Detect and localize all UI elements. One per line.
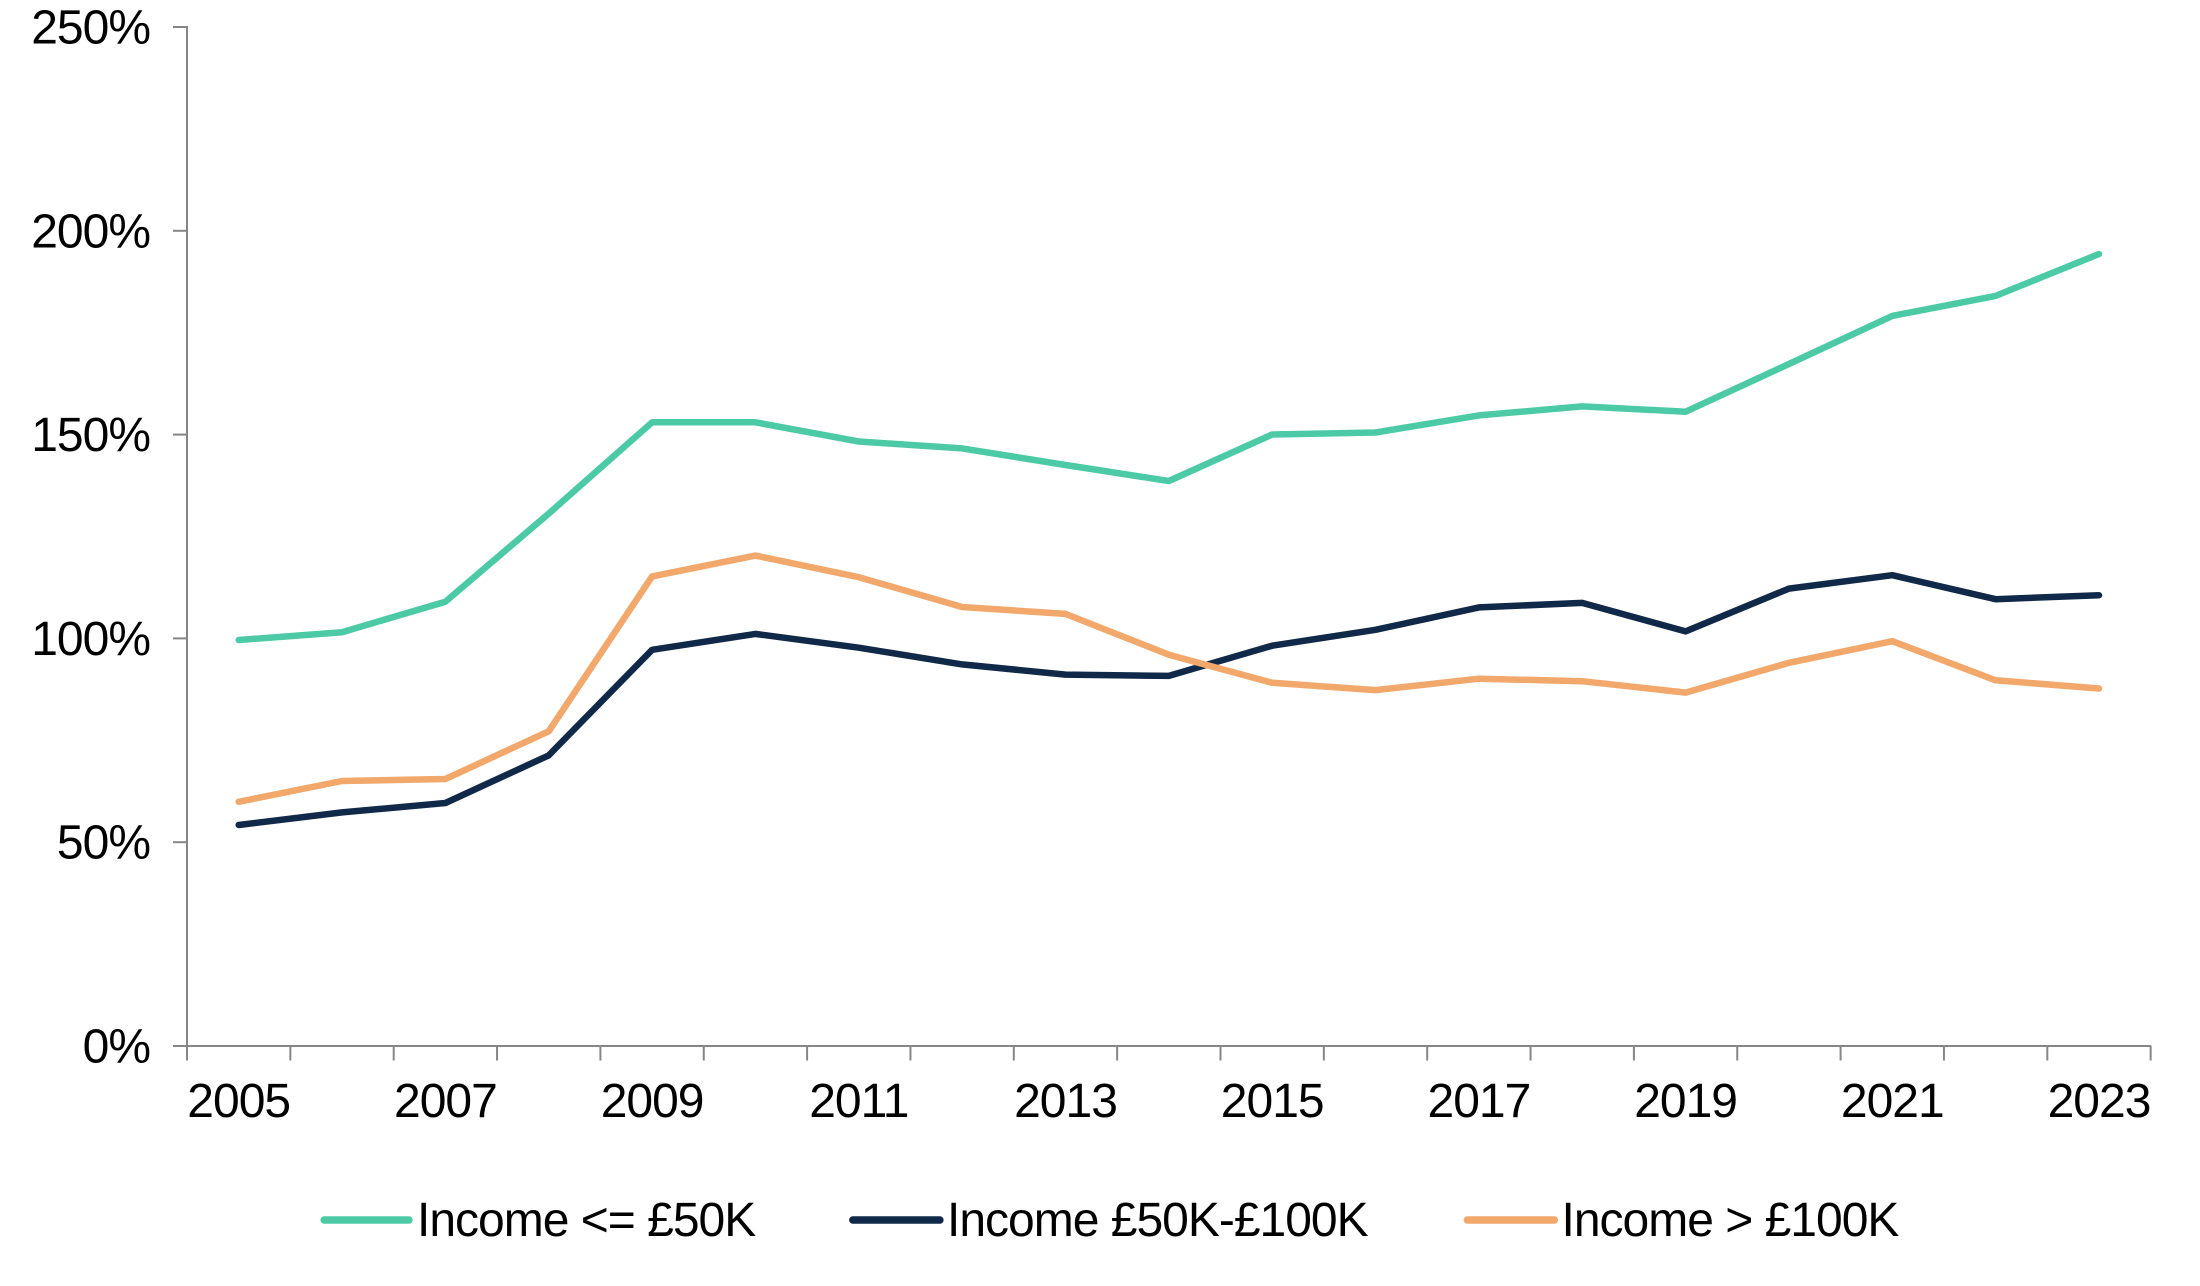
svg-text:2007: 2007 [394, 1075, 497, 1128]
svg-text:2009: 2009 [601, 1075, 704, 1128]
svg-text:2019: 2019 [1634, 1075, 1737, 1128]
svg-text:200%: 200% [31, 205, 150, 258]
svg-text:2011: 2011 [809, 1075, 908, 1128]
svg-text:50%: 50% [57, 817, 150, 870]
svg-text:150%: 150% [31, 409, 150, 462]
svg-text:2023: 2023 [2048, 1075, 2151, 1128]
svg-text:250%: 250% [31, 2, 150, 55]
svg-text:2013: 2013 [1014, 1075, 1117, 1128]
svg-text:2005: 2005 [187, 1075, 290, 1128]
svg-text:Income <= £50K: Income <= £50K [417, 1194, 756, 1247]
svg-text:Income £50K-£100K: Income £50K-£100K [947, 1194, 1369, 1247]
svg-text:2015: 2015 [1221, 1075, 1324, 1128]
svg-text:2017: 2017 [1428, 1075, 1531, 1128]
svg-text:0%: 0% [83, 1021, 150, 1074]
svg-text:2021: 2021 [1841, 1075, 1944, 1128]
svg-text:Income > £100K: Income > £100K [1562, 1194, 1900, 1247]
svg-text:100%: 100% [31, 613, 150, 666]
